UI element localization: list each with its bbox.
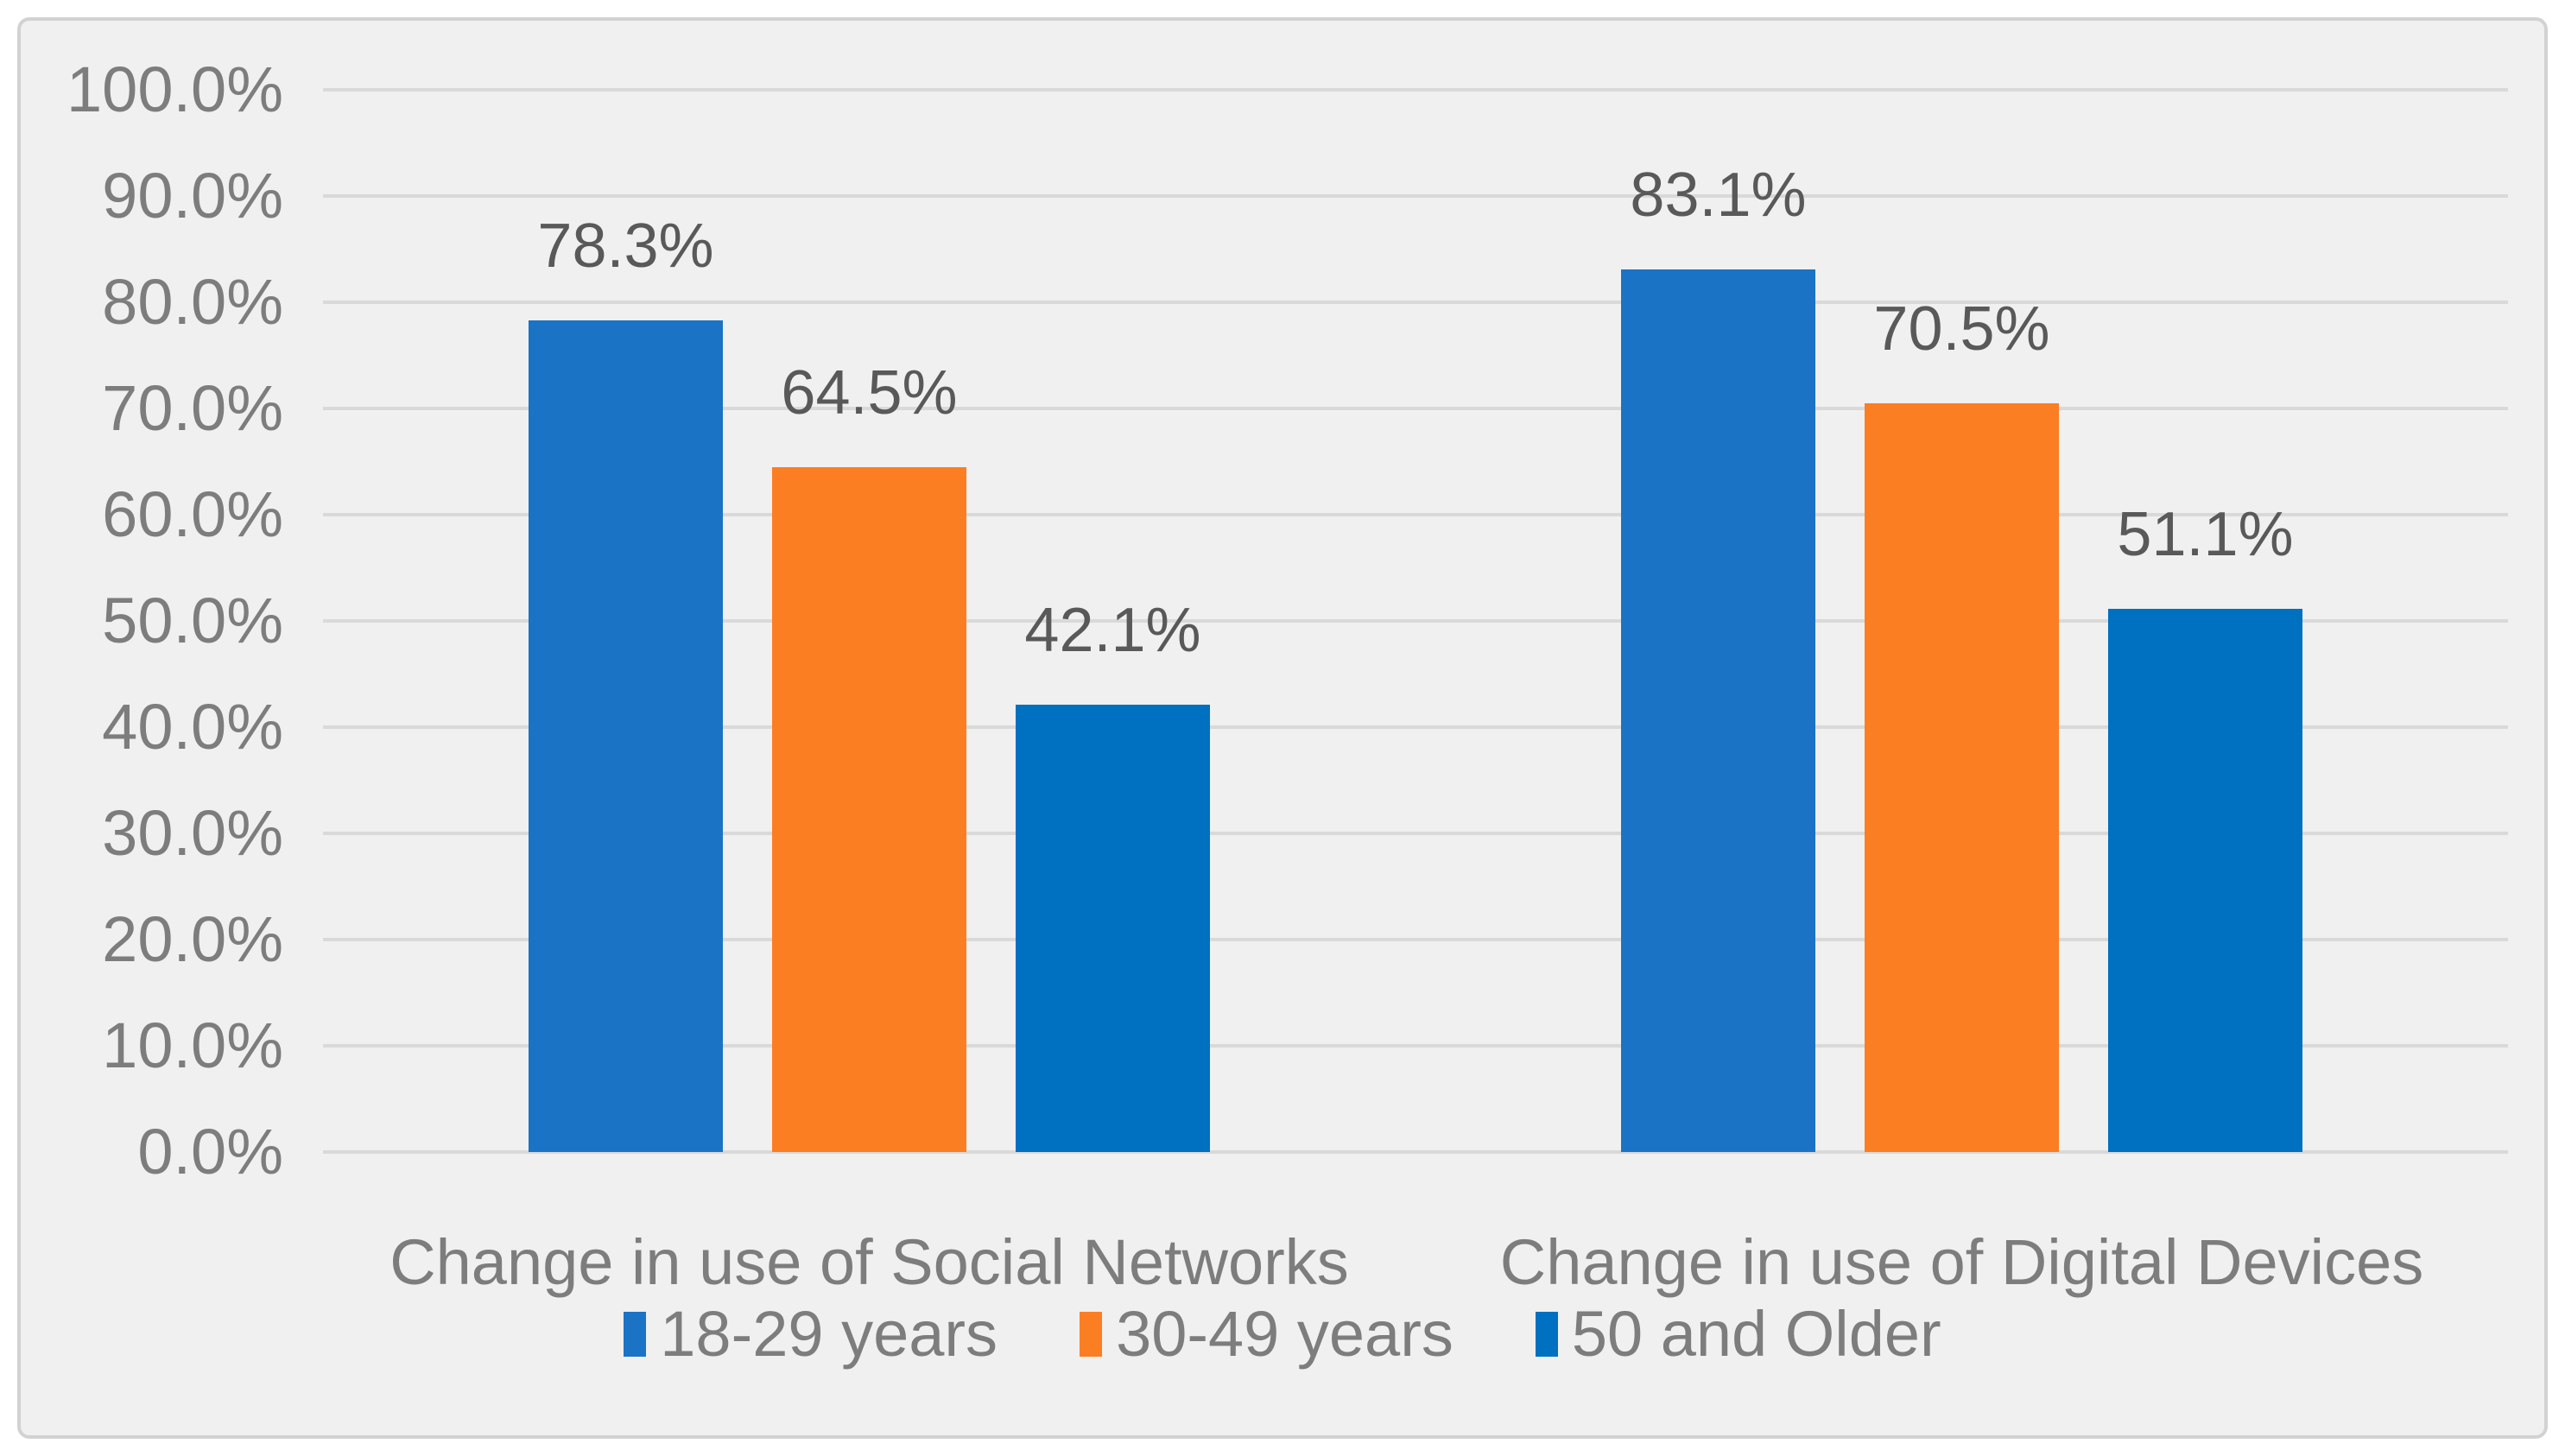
bar-30-49-years (772, 466, 966, 1152)
value-label: 42.1% (1024, 596, 1201, 666)
legend: 18-29 years 30-49 years 50 and Older (21, 1297, 2544, 1371)
y-axis-tick-label: 80.0% (102, 266, 283, 338)
gridline (323, 832, 2508, 835)
value-label: 51.1% (2117, 500, 2294, 570)
bar-18-29-years (1621, 269, 1815, 1152)
y-axis-tick-label: 30.0% (102, 797, 283, 869)
gridline (323, 1150, 2508, 1154)
legend-marker-icon (1535, 1311, 1558, 1357)
gridline (323, 1044, 2508, 1048)
bar-slot: 42.1% (1016, 90, 1210, 1152)
value-label: 78.3% (537, 211, 714, 281)
bar-50-and-older (1016, 705, 1210, 1152)
value-label: 70.5% (1873, 294, 2050, 364)
value-label: 64.5% (781, 358, 958, 427)
y-axis-tick-label: 40.0% (102, 691, 283, 763)
y-axis-tick-label: 90.0% (102, 160, 283, 231)
gridline (323, 194, 2508, 198)
gridline (323, 938, 2508, 941)
bar-slot: 78.3% (529, 90, 723, 1152)
bar-50-and-older (2108, 609, 2302, 1152)
legend-marker-icon (624, 1311, 647, 1357)
legend-item: 50 and Older (1535, 1297, 1941, 1371)
bar-groups: 78.3% 64.5% 42.1% 83.1% 70.5% 51.1% (323, 90, 2508, 1152)
chart-frame: 100.0% 90.0% 80.0% 70.0% 60.0% 50.0% 40.0% 30.0… (17, 17, 2548, 1439)
y-axis-tick-label: 100.0% (66, 54, 283, 125)
legend-item: 30-49 years (1080, 1297, 1454, 1371)
value-label: 83.1% (1630, 160, 1807, 230)
legend-marker-icon (1080, 1311, 1103, 1357)
bar-slot: 70.5% (1865, 90, 2059, 1152)
gridline (323, 725, 2508, 729)
legend-label: 30-49 years (1116, 1298, 1454, 1370)
bar-group: 83.1% 70.5% 51.1% (1416, 90, 2508, 1152)
y-axis-tick-label: 60.0% (102, 478, 283, 550)
gridline (323, 407, 2508, 410)
gridline (323, 88, 2508, 92)
y-axis-tick-label: 20.0% (102, 903, 283, 975)
legend-item: 18-29 years (624, 1297, 998, 1371)
gridline (323, 619, 2508, 623)
x-axis-labels: Change in use of Social Networks Change i… (323, 1225, 2508, 1299)
bar-18-29-years (529, 320, 723, 1152)
legend-label: 50 and Older (1571, 1298, 1941, 1370)
legend-label: 18-29 years (660, 1298, 998, 1370)
bar-slot: 51.1% (2108, 90, 2302, 1152)
y-axis-tick-label: 0.0% (137, 1116, 283, 1187)
y-axis-tick-label: 50.0% (102, 585, 283, 656)
bar-30-49-years (1865, 402, 2059, 1152)
gridline (323, 301, 2508, 304)
plot-area: 100.0% 90.0% 80.0% 70.0% 60.0% 50.0% 40.0% 30.0… (66, 54, 2508, 1187)
y-axis-tick-label: 70.0% (102, 372, 283, 444)
bar-slot: 83.1% (1621, 90, 1815, 1152)
bar-group: 78.3% 64.5% 42.1% (323, 90, 1416, 1152)
bar-slot: 64.5% (772, 90, 966, 1152)
category-label: Change in use of Digital Devices (1499, 1226, 2424, 1298)
category-label: Change in use of Social Networks (390, 1226, 1349, 1298)
y-axis-tick-label: 10.0% (102, 1010, 283, 1081)
gridline (323, 513, 2508, 516)
